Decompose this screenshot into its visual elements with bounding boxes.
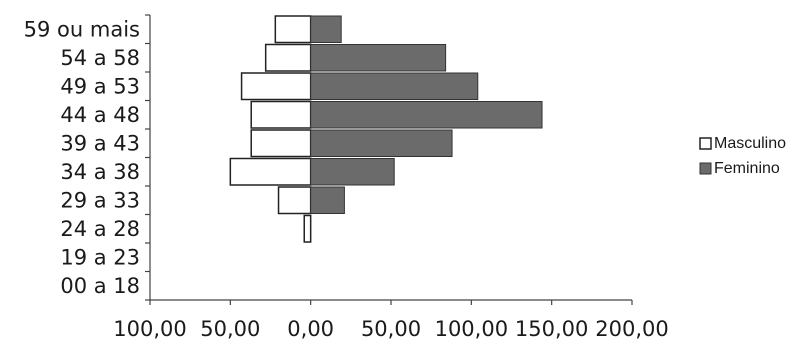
bar-feminino [310,101,543,129]
legend: Masculino Feminino [699,135,786,177]
bar-feminino [310,158,395,186]
legend-swatch-feminino [699,162,712,175]
category-label: 29 a 33 [60,188,140,212]
legend-label: Feminino [714,160,780,177]
bars [229,15,543,243]
bar-masculino [240,72,312,101]
x-tick-label: 150,00 [515,317,588,341]
category-label: 54 a 58 [60,46,140,70]
x-tick-label: 100,00 [435,317,508,341]
x-tick-label: 100,00 [113,317,186,341]
category-label: 44 a 48 [60,103,140,127]
category-label: 34 a 38 [60,160,140,184]
x-tick-label: 50,00 [200,317,260,341]
category-labels: 00 a 18 19 a 23 24 a 28 29 a 33 34 a 38 39 a … [24,17,140,298]
bar-masculino [274,15,312,44]
legend-label: Masculino [714,135,786,152]
bar-feminino [310,44,447,72]
category-label: 49 a 53 [60,74,140,98]
bar-masculino [264,43,312,72]
x-tick-labels: 100,00 50,00 0,00 50,00 100,00 150,00 200,00 [113,317,668,341]
category-label: 19 a 23 [60,245,140,269]
bar-feminino [310,129,453,157]
x-tick-label: 200,00 [595,317,668,341]
bar-masculino [277,186,312,215]
bar-masculino [250,100,312,129]
category-label: 24 a 28 [60,217,140,241]
bar-masculino [250,129,312,158]
bar-feminino [310,72,479,100]
bar-feminino [310,186,345,214]
axes [145,14,633,305]
legend-swatch-masculino [699,137,712,150]
category-label: 59 ou mais [24,17,140,41]
x-tick-label: 0,00 [287,317,334,341]
bar-masculino [303,214,312,243]
x-tick-label: 50,00 [361,317,421,341]
bar-feminino [310,15,342,43]
bar-masculino [229,157,312,186]
category-label: 00 a 18 [60,274,140,298]
category-label: 39 a 43 [60,131,140,155]
